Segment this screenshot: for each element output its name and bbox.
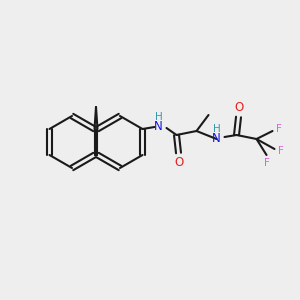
Text: F: F (264, 158, 269, 168)
Text: H: H (154, 112, 162, 122)
Text: O: O (174, 156, 183, 169)
Text: H: H (213, 124, 220, 134)
Text: O: O (234, 101, 243, 114)
Text: N: N (154, 121, 163, 134)
Text: N: N (212, 133, 221, 146)
Text: F: F (275, 124, 281, 134)
Text: F: F (278, 146, 284, 156)
